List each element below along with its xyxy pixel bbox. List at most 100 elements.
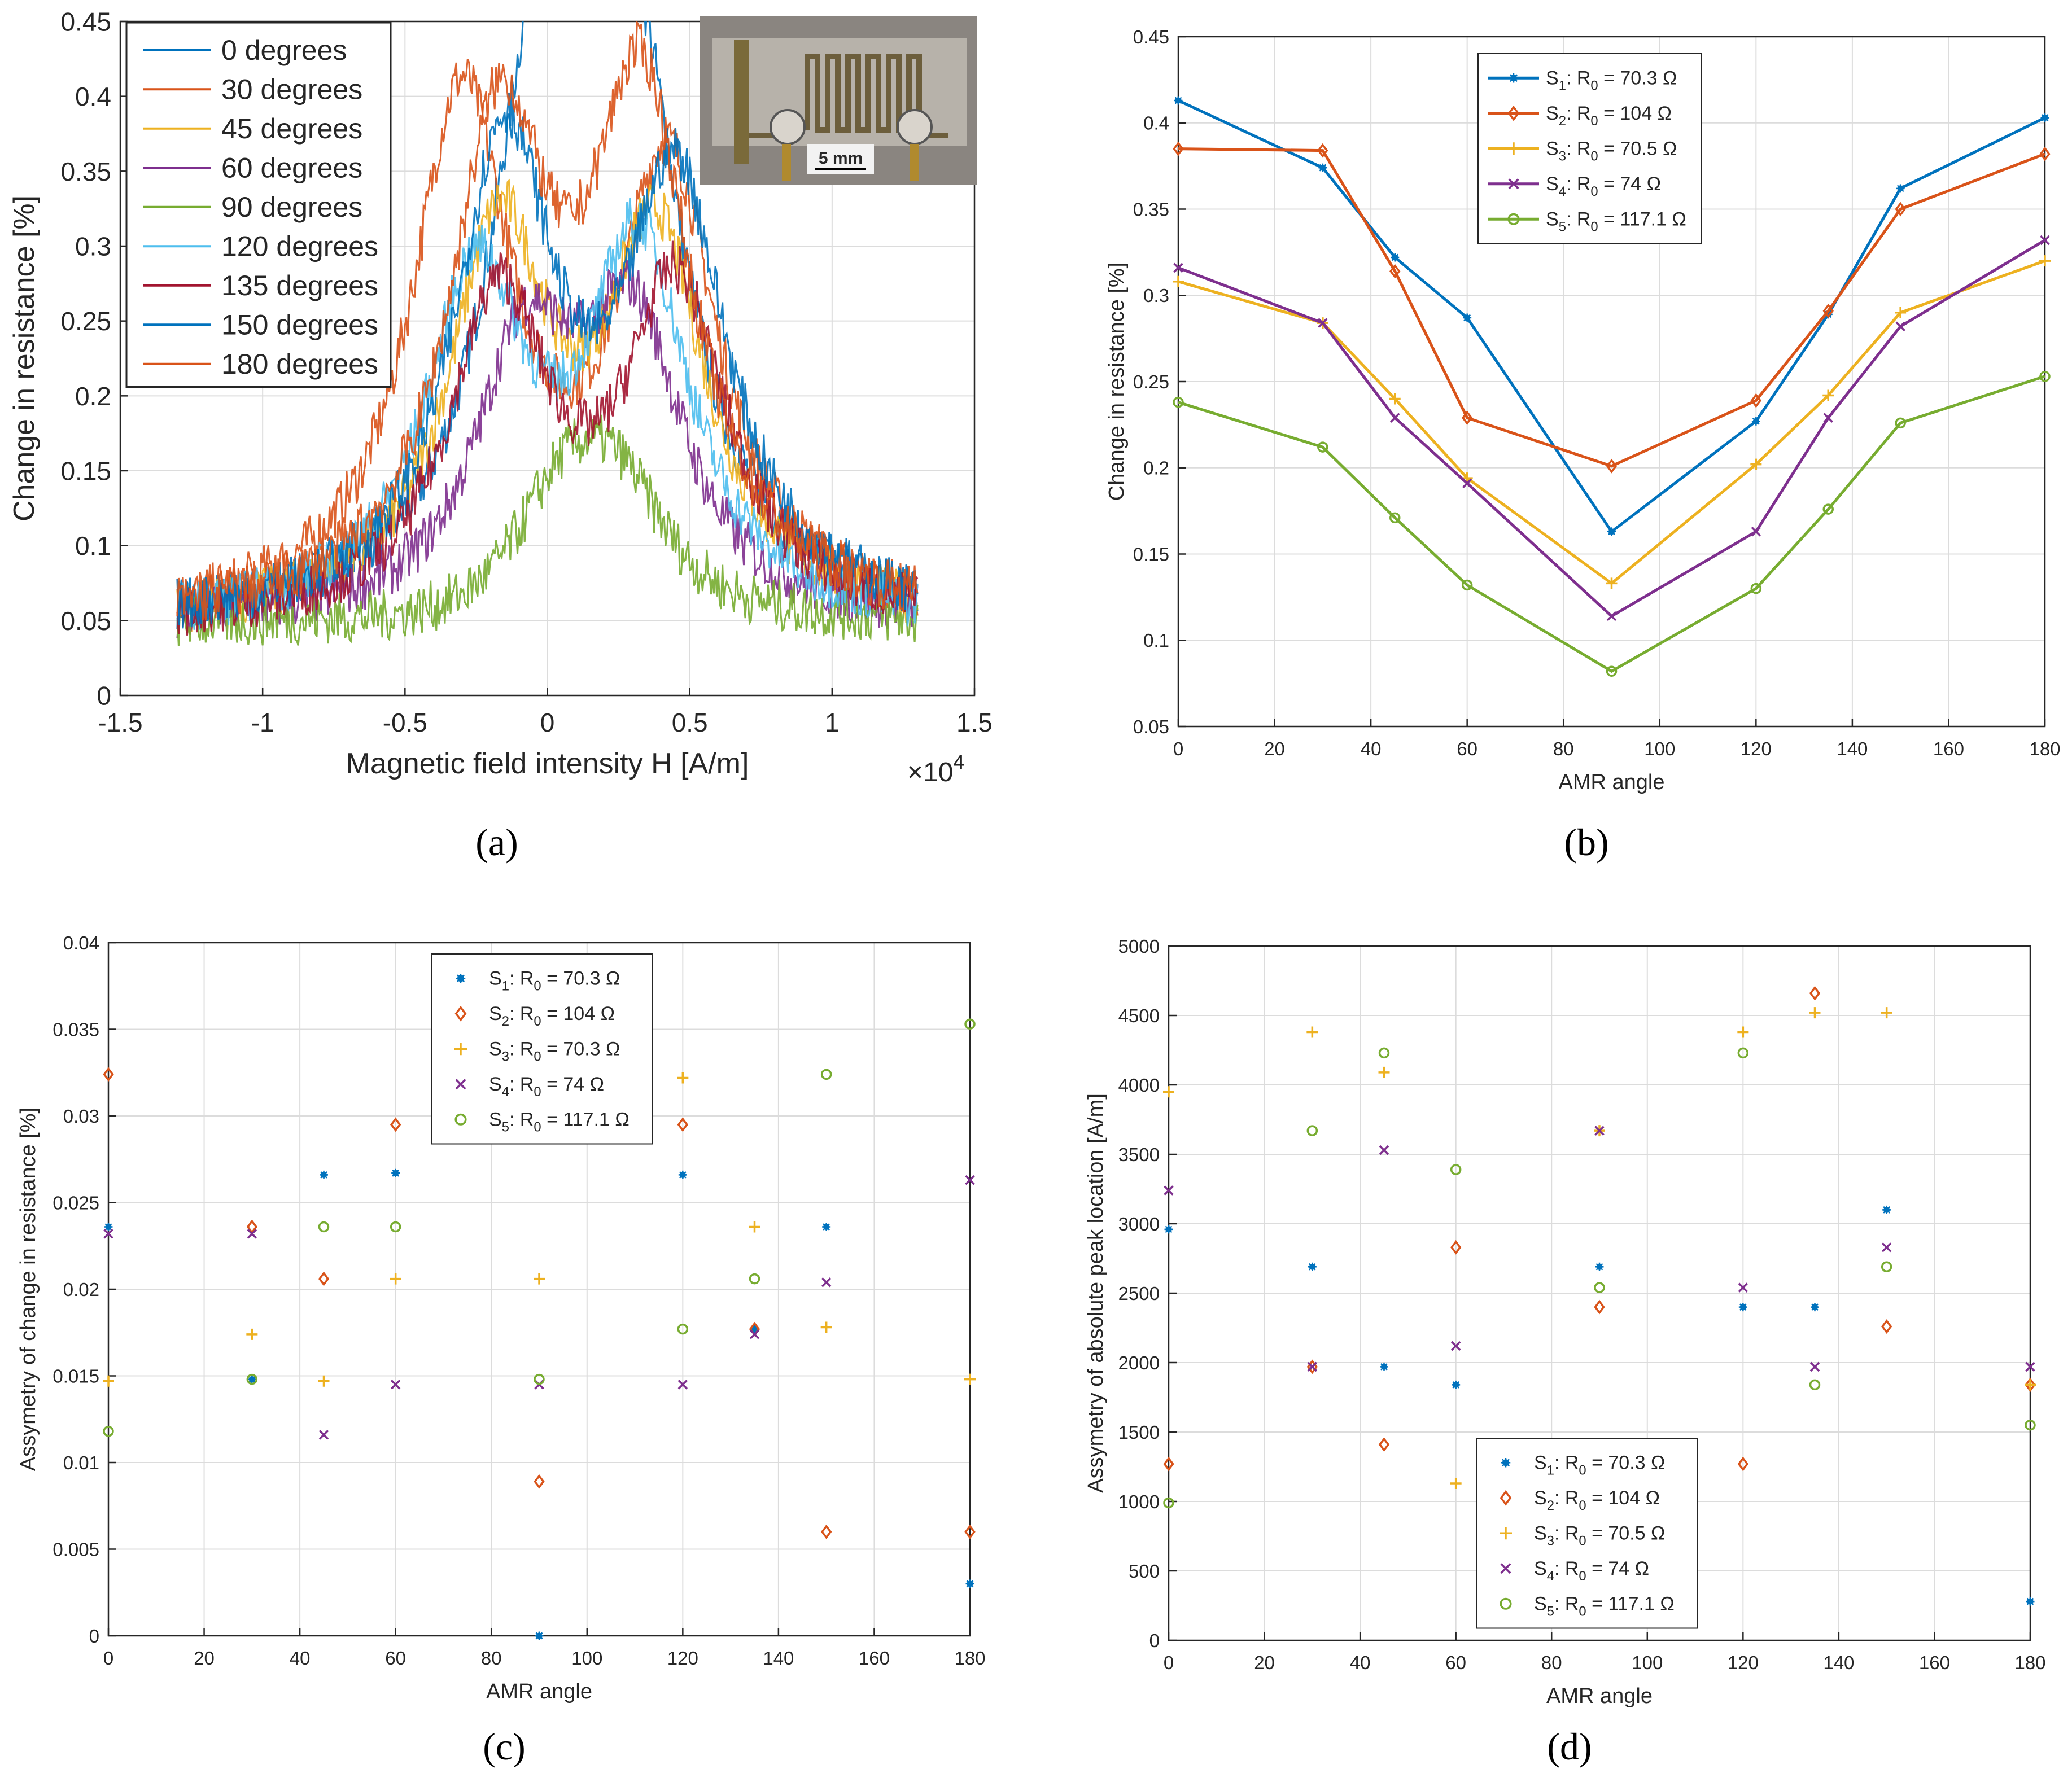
data-point: [534, 1474, 545, 1489]
legend-item: S2: R0 = 104 Ω: [454, 1003, 615, 1029]
inset-scale-label: 5 mm: [819, 149, 863, 168]
y-tick-label: 0.01: [63, 1452, 99, 1473]
series-group: [1173, 371, 2051, 677]
x-tick-label: 60: [1445, 1652, 1466, 1673]
series-group: [176, 21, 919, 646]
series-group: [1173, 235, 2050, 621]
data-point: [1822, 303, 1834, 318]
panel-a-chart: (a) -1.5 -1 -0.5 0 0.5 1 1.5 0 0.05 0.1 0.15 0.2 0.2…: [8, 7, 993, 864]
y-tick-label: 0.3: [75, 232, 111, 261]
legend: S1: R0 = 70.3 Ω S2: R0 = 104 Ω S3: R0 = 70…: [1476, 1438, 1698, 1629]
inset-pin-left: [782, 144, 791, 181]
inset-pad-right: [897, 109, 933, 145]
data-point: [1881, 1261, 1892, 1273]
series-line: [176, 414, 919, 646]
data-point: [1378, 1437, 1390, 1452]
legend-item: 30 degrees: [143, 73, 362, 105]
series-group: [103, 1018, 976, 1437]
data-point: [1606, 611, 1617, 621]
data-point: [2039, 255, 2051, 267]
data-point: [1450, 1341, 1461, 1351]
x-tick-label: 100: [1644, 738, 1675, 759]
y-tick-label: 0.05: [1133, 716, 1169, 737]
legend-label: S3: R0 = 70.3 Ω: [489, 1038, 620, 1064]
data-point: [820, 1524, 832, 1539]
legend-item: 90 degrees: [143, 191, 362, 223]
inset-pin-right: [910, 144, 919, 181]
data-point: [104, 1222, 113, 1231]
panel-c-caption: (c): [483, 1725, 525, 1768]
x-tick-label: 160: [859, 1648, 890, 1669]
legend-label: 180 degrees: [221, 348, 378, 380]
x-tick-label: 180: [2014, 1652, 2045, 1673]
legend-item: 135 degrees: [143, 270, 378, 301]
data-point: [1823, 413, 1833, 423]
y-axis-label: Assymetry of absolute peak location [A/m…: [1084, 1093, 1108, 1493]
legend-marker: [454, 1043, 467, 1056]
x-tick-label: 140: [763, 1648, 794, 1669]
data-point: [1595, 1262, 1604, 1271]
legend-item: S5: R0 = 117.1 Ω: [1488, 208, 1686, 235]
data-point: [1809, 986, 1821, 1001]
legend-item: S2: R0 = 104 Ω: [1500, 1487, 1660, 1513]
data-point: [534, 1373, 545, 1385]
y-tick-label: 3500: [1118, 1144, 1160, 1165]
y-tick-label: 2500: [1118, 1283, 1160, 1304]
data-point: [1391, 253, 1400, 262]
data-point: [2026, 1597, 2035, 1606]
data-point: [1750, 393, 1762, 408]
data-point: [391, 1168, 400, 1177]
y-tick-label: 0.15: [60, 457, 111, 486]
data-point: [1450, 1240, 1462, 1255]
data-point: [2040, 235, 2050, 246]
data-point: [246, 1328, 258, 1340]
x-tick-label: 1.5: [956, 708, 993, 737]
x-tick-label: 120: [1741, 738, 1772, 759]
legend-item: S2: R0 = 104 Ω: [1488, 103, 1672, 129]
y-tick-label: 5000: [1118, 936, 1160, 957]
x-tick-label: 140: [1837, 738, 1868, 759]
legend-label: S3: R0 = 70.5 Ω: [1546, 138, 1677, 164]
legend-item: S1: R0 = 70.3 Ω: [456, 967, 620, 994]
data-point: [2025, 1361, 2035, 1372]
data-point: [1308, 1262, 1317, 1271]
x-tick-label: 60: [1457, 738, 1477, 759]
data-point: [820, 1321, 832, 1333]
data-point: [1306, 1026, 1318, 1038]
data-point: [1751, 417, 1760, 426]
y-tick-label: 0: [89, 1626, 99, 1647]
data-point: [820, 1069, 832, 1080]
legend-item: 60 degrees: [143, 152, 362, 183]
data-point: [1881, 1242, 1892, 1253]
legend-item: S3: R0 = 70.5 Ω: [1488, 138, 1677, 164]
x-tick-label: 60: [385, 1648, 406, 1669]
y-tick-label: 4000: [1118, 1075, 1160, 1096]
legend-item: S5: R0 = 117.1 Ω: [1500, 1593, 1675, 1619]
x-tick-label: 140: [1823, 1652, 1854, 1673]
x-tick-label: 20: [1254, 1652, 1275, 1673]
legend-marker: [1500, 1597, 1512, 1610]
x-axis-multiplier: ×104: [907, 750, 964, 787]
legend-label: S4: R0 = 74 Ω: [1546, 173, 1661, 199]
data-point: [677, 1323, 689, 1335]
data-point: [750, 1325, 759, 1334]
y-tick-label: 0.35: [1133, 199, 1169, 220]
legend-label: S3: R0 = 70.5 Ω: [1534, 1522, 1665, 1548]
x-tick-label: 120: [667, 1648, 698, 1669]
legend: S1: R0 = 70.3 Ω S2: R0 = 104 Ω S3: R0 = 70…: [431, 953, 653, 1145]
data-point: [1811, 1303, 1819, 1312]
data-point: [1881, 1007, 1892, 1019]
y-tick-label: 0.05: [60, 606, 111, 636]
data-point: [965, 1175, 975, 1185]
data-point: [749, 1273, 760, 1285]
x-tick-label: 120: [1728, 1652, 1759, 1673]
legend-label: 90 degrees: [221, 191, 362, 223]
y-tick-label: 0.015: [53, 1365, 99, 1386]
x-axis-label: Magnetic field intensity H [A/m]: [346, 747, 749, 780]
data-point: [821, 1277, 832, 1288]
data-point: [1895, 307, 1907, 318]
x-tick-label: 160: [1933, 738, 1964, 759]
data-point: [103, 1067, 114, 1082]
data-point: [103, 1229, 113, 1239]
data-point: [1737, 1047, 1749, 1059]
